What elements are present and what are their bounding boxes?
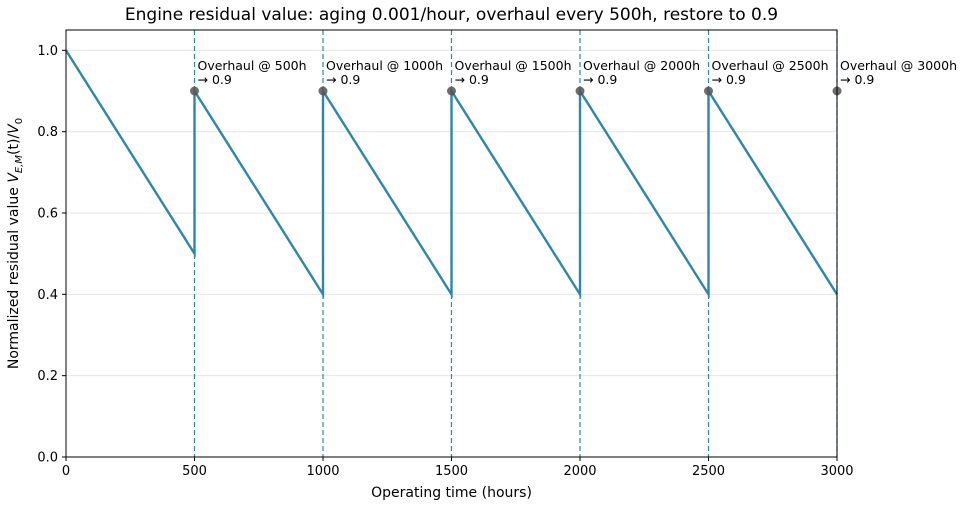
overhaul-annotation-line1: Overhaul @ 2000h <box>583 58 700 73</box>
y-axis-label-symbol: V <box>6 172 22 183</box>
x-tick-label: 0 <box>62 464 70 479</box>
x-axis-label: Operating time (hours) <box>371 485 532 501</box>
y-axis-label-subscript: E,M <box>14 155 25 173</box>
x-tick-label: 2000 <box>563 464 596 479</box>
y-tick-label: 0.6 <box>37 207 58 222</box>
overhaul-marker <box>704 86 713 96</box>
overhaul-marker <box>318 86 328 96</box>
overhaul-marker <box>447 86 456 96</box>
y-axis-label-prefix: Normalized residual value <box>6 183 22 369</box>
y-tick-label: 1.0 <box>37 44 58 59</box>
overhaul-annotation-line2: → 0.9 <box>840 72 874 87</box>
overhaul-annotation: Overhaul @ 2500h → 0.9 <box>712 58 829 87</box>
chart-title: Engine residual value: aging 0.001/hour,… <box>125 5 778 25</box>
overhaul-annotation: Overhaul @ 2000h → 0.9 <box>583 58 700 87</box>
overhaul-annotation: Overhaul @ 500h → 0.9 <box>198 58 307 87</box>
x-tick-label: 3000 <box>820 464 853 479</box>
overhaul-annotation-line1: Overhaul @ 500h <box>198 58 307 73</box>
overhaul-annotation-line1: Overhaul @ 1500h <box>455 58 572 73</box>
overhaul-annotation-line1: Overhaul @ 2500h <box>712 58 829 73</box>
y-axis-label-arg: (t)/ <box>6 134 22 155</box>
residual-value-line <box>64 49 839 299</box>
x-tick-label: 1000 <box>306 464 339 479</box>
overhaul-annotation-line2: → 0.9 <box>198 72 232 87</box>
y-axis-ticks: 0.0 0.2 0.4 0.6 0.8 1.0 <box>37 44 66 466</box>
overhaul-annotation-line1: Overhaul @ 1000h <box>326 58 443 73</box>
overhaul-annotation-line2: → 0.9 <box>455 72 489 87</box>
overhaul-markers <box>190 86 842 96</box>
x-axis-ticks: 0 500 1000 1500 2000 2500 3000 <box>62 457 854 479</box>
overhaul-marker <box>190 86 199 96</box>
overhaul-marker <box>575 86 585 96</box>
x-tick-label: 1500 <box>435 464 468 479</box>
y-axis-label-denominator: V <box>6 123 22 134</box>
overhaul-annotation-line2: → 0.9 <box>712 72 746 87</box>
overhaul-annotation-line1: Overhaul @ 3000h <box>840 58 957 73</box>
y-axis-label-denominator-subscript: 0 <box>14 118 25 124</box>
x-tick-label: 500 <box>182 464 207 479</box>
overhaul-annotation: Overhaul @ 1000h → 0.9 <box>326 58 443 87</box>
overhaul-annotation: Overhaul @ 3000h → 0.9 <box>840 58 957 87</box>
x-tick-label: 2500 <box>692 464 725 479</box>
series <box>64 49 839 299</box>
overhaul-annotation: Overhaul @ 1500h → 0.9 <box>455 58 572 87</box>
overhaul-annotation-line2: → 0.9 <box>326 72 360 87</box>
y-tick-label: 0.2 <box>37 369 58 384</box>
y-axis-label: Normalized residual value VE,M(t)/V0 <box>6 118 25 369</box>
y-tick-label: 0.4 <box>37 288 58 303</box>
y-tick-label: 0.8 <box>37 125 58 140</box>
overhaul-annotation-line2: → 0.9 <box>583 72 617 87</box>
y-tick-label: 0.0 <box>37 451 58 466</box>
